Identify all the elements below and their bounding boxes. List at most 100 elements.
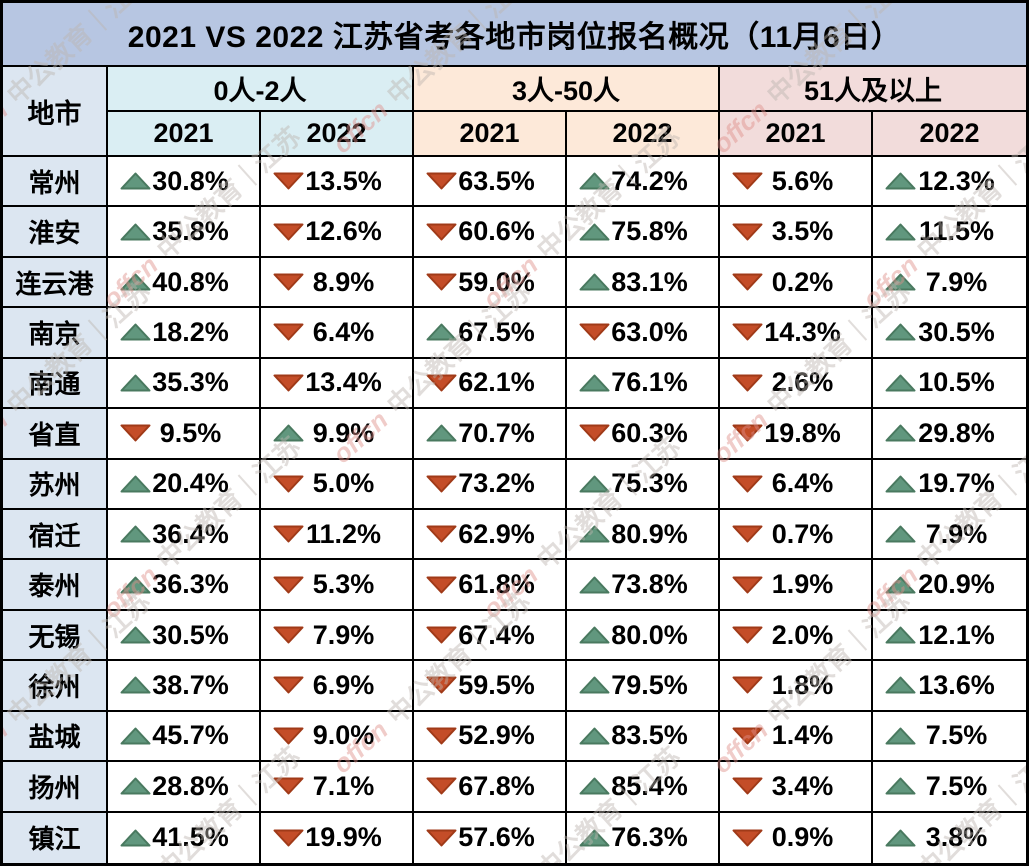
down-triangle-icon — [425, 676, 458, 695]
cell-value: 7.9% — [312, 619, 375, 650]
data-cell: 8.9% — [261, 257, 414, 309]
cell-value: 8.9% — [312, 266, 375, 297]
down-triangle-icon — [425, 777, 458, 796]
up-triangle-icon — [578, 777, 611, 796]
cell-value: 7.1% — [312, 770, 375, 801]
cell-value: 0.9% — [771, 822, 834, 853]
city-cell: 苏州 — [3, 459, 108, 510]
cell-value: 76.3% — [611, 822, 688, 853]
up-triangle-icon — [578, 828, 611, 847]
data-cell: 83.5% — [567, 711, 720, 763]
up-triangle-icon — [884, 373, 917, 392]
cell-value: 75.3% — [611, 468, 688, 499]
up-triangle-icon — [884, 828, 917, 847]
year-header-2022: 2022 — [261, 112, 414, 157]
data-cell: 80.0% — [567, 610, 720, 662]
cell-value: 5.3% — [312, 569, 375, 600]
data-cell: 40.8% — [108, 257, 261, 309]
data-cell: 59.5% — [414, 661, 567, 712]
down-triangle-icon — [425, 474, 458, 493]
data-cell: 30.5% — [108, 610, 261, 662]
up-triangle-icon — [119, 373, 152, 392]
data-cell: 61.8% — [414, 560, 567, 611]
cell-value: 20.9% — [918, 569, 995, 600]
cell-value: 30.5% — [918, 316, 995, 347]
city-label: 徐州 — [28, 671, 81, 702]
data-cell: 3.8% — [873, 812, 1026, 863]
year-header-2021: 2021 — [414, 112, 567, 157]
cell-value: 12.1% — [918, 619, 995, 650]
city-label: 南通 — [28, 369, 81, 400]
down-triangle-icon — [272, 676, 305, 695]
cell-value: 83.5% — [611, 720, 688, 751]
up-triangle-icon — [884, 424, 917, 443]
cell-value: 40.8% — [152, 266, 229, 297]
data-cell: 0.2% — [720, 257, 873, 309]
data-cell: 10.5% — [873, 358, 1026, 410]
cell-value: 6.9% — [312, 669, 375, 700]
data-cell: 19.7% — [873, 459, 1026, 510]
city-label: 宿迁 — [28, 520, 81, 551]
data-cell: 13.5% — [261, 157, 414, 208]
year-header-2022: 2022 — [567, 112, 720, 157]
up-triangle-icon — [119, 828, 152, 847]
city-label: 镇江 — [28, 824, 81, 855]
cell-value: 7.9% — [925, 266, 988, 297]
city-label: 泰州 — [28, 571, 81, 602]
cell-value: 41.5% — [152, 822, 229, 853]
up-triangle-icon — [119, 323, 152, 342]
down-triangle-icon — [578, 424, 611, 443]
up-triangle-icon — [884, 172, 917, 191]
city-cell: 徐州 — [3, 661, 108, 712]
up-triangle-icon — [578, 626, 611, 645]
up-triangle-icon — [578, 676, 611, 695]
down-triangle-icon — [425, 273, 458, 292]
down-triangle-icon — [272, 373, 305, 392]
data-cell: 7.9% — [261, 610, 414, 662]
cell-value: 30.5% — [152, 619, 229, 650]
data-cell: 41.5% — [108, 812, 261, 863]
down-triangle-icon — [272, 726, 305, 745]
down-triangle-icon — [731, 726, 764, 745]
data-cell: 63.5% — [414, 157, 567, 208]
cell-value: 18.2% — [152, 316, 229, 347]
cell-value: 10.5% — [918, 367, 995, 398]
down-triangle-icon — [731, 474, 764, 493]
data-cell: 14.3% — [720, 308, 873, 359]
cell-value: 74.2% — [611, 165, 688, 196]
data-cell: 70.7% — [414, 409, 567, 460]
data-cell: 1.4% — [720, 711, 873, 763]
city-cell: 常州 — [3, 157, 108, 208]
down-triangle-icon — [731, 525, 764, 544]
data-cell: 7.5% — [873, 762, 1026, 813]
cell-value: 60.6% — [458, 216, 535, 247]
data-cell: 3.4% — [720, 762, 873, 813]
down-triangle-icon — [425, 726, 458, 745]
cell-value: 1.9% — [771, 569, 834, 600]
cell-value: 9.9% — [312, 417, 375, 448]
data-cell: 12.1% — [873, 610, 1026, 662]
cell-value: 63.5% — [458, 165, 535, 196]
up-triangle-icon — [884, 626, 917, 645]
cell-value: 19.7% — [918, 468, 995, 499]
data-cell: 35.8% — [108, 207, 261, 258]
cell-value: 2.6% — [771, 367, 834, 398]
column-group-label: 51人及以上 — [803, 76, 943, 106]
up-triangle-icon — [578, 273, 611, 292]
cell-value: 19.8% — [764, 417, 841, 448]
up-triangle-icon — [884, 726, 917, 745]
cell-value: 63.0% — [611, 316, 688, 347]
table-title-bar: 2021 VS 2022 江苏省考各地市岗位报名概况（11月6日） — [3, 3, 1026, 67]
up-triangle-icon — [884, 323, 917, 342]
column-group-header-51-plus: 51人及以上 — [720, 67, 1026, 112]
data-cell: 67.8% — [414, 762, 567, 813]
down-triangle-icon — [272, 777, 305, 796]
down-triangle-icon — [731, 676, 764, 695]
city-label: 盐城 — [28, 722, 81, 753]
data-cell: 11.2% — [261, 509, 414, 561]
data-cell: 30.8% — [108, 157, 261, 208]
year-header-label: 2022 — [919, 118, 980, 148]
data-cell: 1.8% — [720, 661, 873, 712]
data-cell: 0.9% — [720, 812, 873, 863]
city-label: 苏州 — [28, 470, 81, 501]
